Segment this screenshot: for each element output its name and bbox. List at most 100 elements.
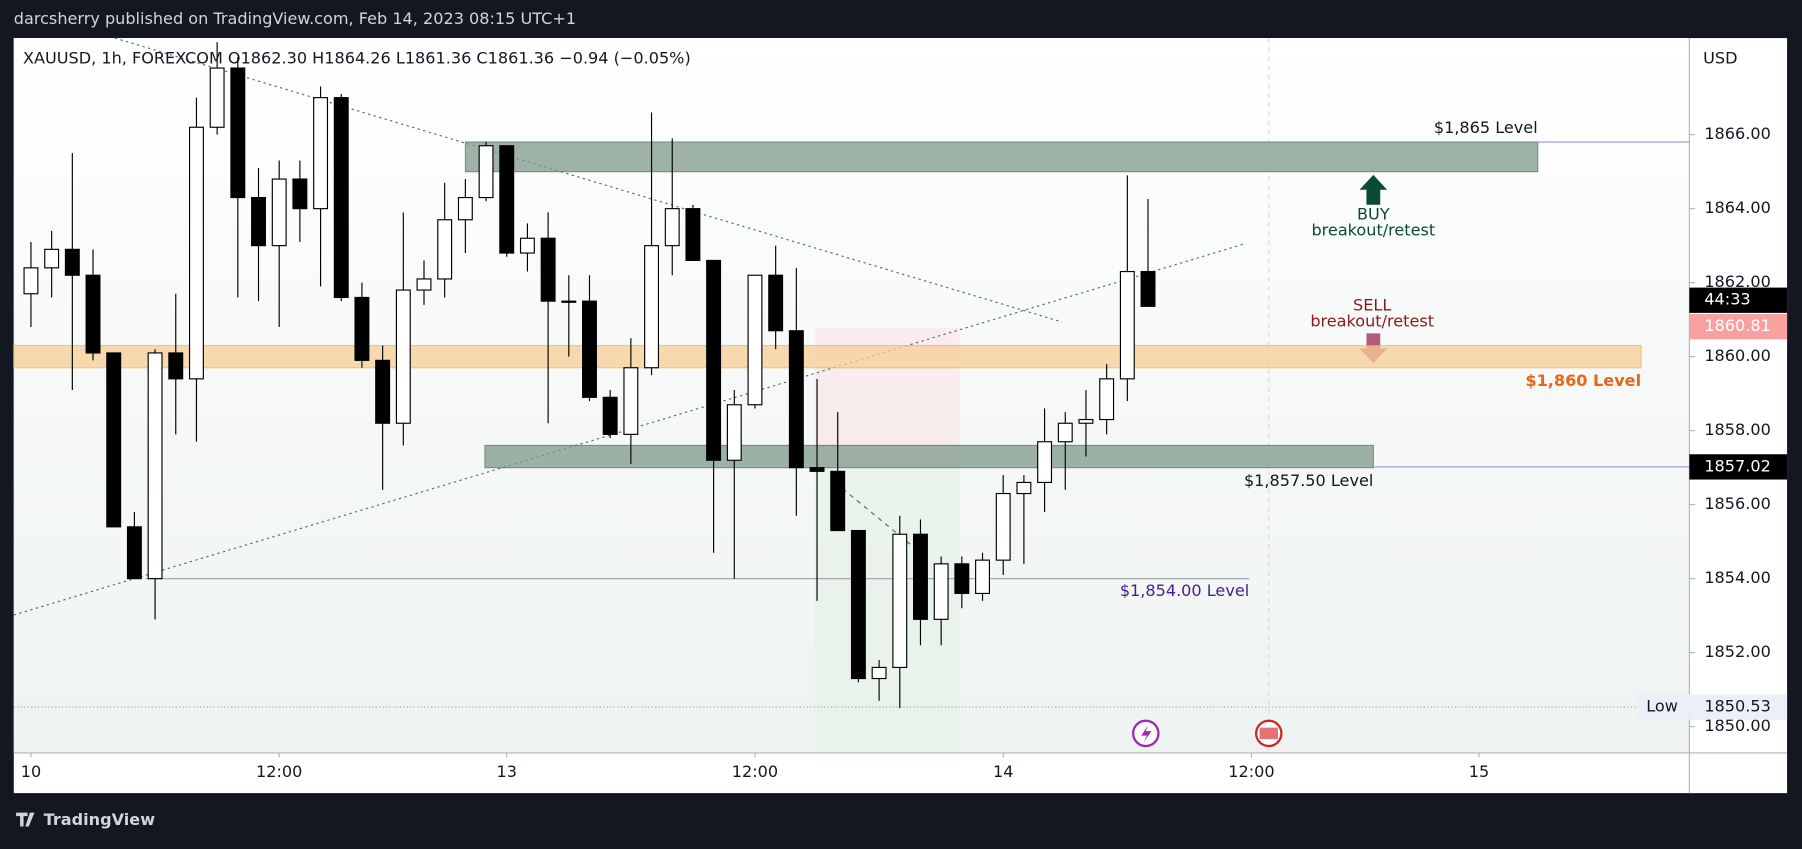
candle-body [726,404,742,461]
candle-body [437,219,453,280]
candle-body [292,178,308,210]
buy-arrow [1359,174,1388,205]
low-value: 1850.53 [1704,697,1771,716]
low-value-bg [1689,694,1788,720]
countdown: 44:33 [1704,290,1750,309]
logo [16,812,35,827]
low-label: Low [1646,697,1678,716]
currency-label: USD [1703,48,1737,67]
symbol-legend: XAUUSD, 1h, FOREXCOM O1862.30 H1864.26 L… [23,48,691,67]
candle-body [457,196,473,221]
candle-body [230,67,246,199]
y-tick-label: 1852.00 [1704,642,1771,661]
sell-title: SELL [1353,295,1391,314]
footer-brand: TradingView [44,810,156,829]
candle-body [395,289,411,424]
candle-body [478,145,494,199]
candle-body [313,97,329,210]
candle-body [1057,422,1073,443]
candle-body [871,666,887,680]
candle-body [1037,441,1053,484]
candle-body [850,529,866,680]
candle-body [582,300,597,398]
candle-body [540,237,556,302]
candle-body [188,126,204,380]
candle-body [106,352,122,528]
candle-body [892,533,908,669]
candle-body [830,470,846,532]
trendline-up [13,243,1245,616]
x-tick-label: 12:00 [732,762,778,781]
buy-title: BUY [1357,205,1390,224]
y-tick-label: 1856.00 [1704,494,1771,513]
candle-body [809,467,825,472]
y-tick-label: 1864.00 [1704,198,1771,217]
x-tick-label: 12:00 [256,762,302,781]
zone-label: $1,865 Level [1434,118,1538,137]
candle-body [168,352,184,380]
candle-body [644,245,660,369]
candle-body [147,352,163,580]
candle-body [271,178,287,247]
candle-body [912,533,928,620]
candle-body [375,359,391,424]
candle-body [251,196,266,247]
level-zone [13,344,1642,369]
candle-body [499,145,515,254]
price-label-bg [1689,454,1788,480]
candle-body [1016,481,1032,495]
x-tick-label: 12:00 [1228,762,1274,781]
candle-body [706,259,722,461]
countdown-bg [1689,287,1788,313]
candle-body [64,248,80,276]
zone-label: $1,857.50 Level [1244,471,1373,490]
price-label-bg [1689,314,1788,340]
candle-body [975,559,990,595]
candle-body [1119,270,1135,380]
header-text: darcsherry published on TradingView.com,… [14,9,576,28]
candle-body [954,563,970,595]
candle-body [1099,378,1115,421]
sell-subtitle: breakout/retest [1310,311,1434,330]
y-tick-label: 1862.00 [1704,272,1771,291]
low-label-bg [1637,694,1690,720]
candle-body [664,208,680,247]
candle-body [623,367,639,435]
candle-body [561,300,577,303]
candle-body [519,237,535,254]
candle-body [747,274,763,406]
candle-body [768,274,784,332]
candle-body [85,274,101,354]
y-tick-label: 1854.00 [1704,568,1771,587]
trendline-down [114,37,1063,323]
candle-body [23,267,39,295]
candle-body [995,492,1011,561]
y-tick-label: 1860.00 [1704,346,1771,365]
zone-label: $1,860 Level [1525,371,1641,390]
buy-subtitle: breakout/retest [1311,221,1435,240]
x-tick-label: 10 [21,762,41,781]
price-label: 1860.81 [1704,316,1771,335]
candle-body [933,563,949,620]
candle-body [1140,270,1156,307]
candle-body [126,526,142,580]
candle-body [354,296,370,361]
candle-body [788,330,804,469]
level-label: $1,854.00 Level [1120,581,1249,600]
candle-body [44,248,60,269]
y-tick-label: 1858.00 [1704,420,1771,439]
candle-body [1078,418,1094,424]
candle-body [685,208,701,262]
y-tick-label: 1850.00 [1704,716,1771,735]
candle-body [209,67,225,128]
candle-body [602,396,618,435]
candle-body [416,278,432,291]
us-flag [1259,727,1278,740]
level-zone [484,444,1374,469]
x-tick-label: 14 [993,762,1013,781]
x-tick-label: 13 [497,762,517,781]
event-bolt [1141,725,1152,743]
price-label: 1857.02 [1704,456,1771,475]
